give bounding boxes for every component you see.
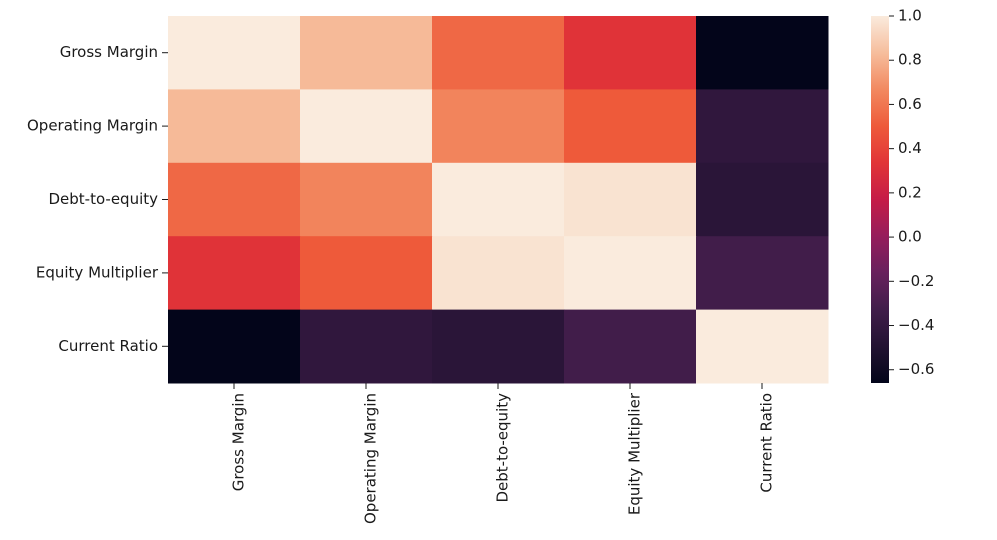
x-tick-label: Equity Multiplier [626,392,644,515]
heatmap-cell [168,309,301,384]
heatmap-cell [432,309,565,384]
x-tick-label: Gross Margin [230,393,248,491]
colorbar-tick-label: 0.2 [898,183,922,201]
y-tick-label: Equity Multiplier [36,263,159,281]
heatmap-cell [432,162,565,237]
heatmap-cell [564,162,697,237]
heatmap-cell [432,236,565,311]
heatmap-cell [300,89,433,164]
x-tick-label: Current Ratio [758,393,776,493]
x-tick-label: Debt-to-equity [494,393,512,503]
heatmap-cell [300,309,433,384]
colorbar-tick-label: 0.6 [898,95,922,113]
heatmap-cell [564,236,697,311]
heatmap-cell [696,16,829,90]
y-axis-tick-labels: Gross Margin Operating Margin Debt-to-equi… [27,43,168,355]
heatmap-cell [432,89,565,164]
heatmap-cell [564,309,697,384]
y-tick-label: Current Ratio [58,337,158,355]
colorbar-tick-label: −0.6 [898,360,934,378]
colorbar-tick-label: −0.4 [898,316,934,334]
heatmap-cell [696,236,829,311]
heatmap-cell [696,309,829,384]
heatmap-cell [300,236,433,311]
colorbar-tick-labels: 1.0 0.8 0.6 0.4 0.2 0.0 −0.2 −0.4 −0.6 [889,7,934,378]
heatmap-cell [168,162,301,237]
y-tick-label: Operating Margin [27,117,158,135]
x-tick-label: Operating Margin [362,393,380,524]
heatmap-cell [564,89,697,164]
heatmap-cell [432,16,565,90]
colorbar-tick-label: 1.0 [898,7,922,25]
colorbar-tick-label: −0.2 [898,272,934,290]
heatmap-cell [696,162,829,237]
heatmap-cell [696,89,829,164]
heatmap-cells [168,16,829,384]
y-tick-label: Debt-to-equity [48,190,158,208]
colorbar [871,16,889,383]
colorbar-tick-label: 0.0 [898,228,922,246]
colorbar-tick-label: 0.4 [898,139,922,157]
y-tick-label: Gross Margin [60,43,158,61]
x-axis-tick-labels: Gross Margin Operating Margin Debt-to-equi… [230,383,776,524]
heatmap-cell [168,16,301,90]
heatmap-cell [168,89,301,164]
heatmap-cell [564,16,697,90]
heatmap-cell [168,236,301,311]
heatmap-cell [300,162,433,237]
heatmap-cell [300,16,433,90]
colorbar-tick-label: 0.8 [898,51,922,69]
